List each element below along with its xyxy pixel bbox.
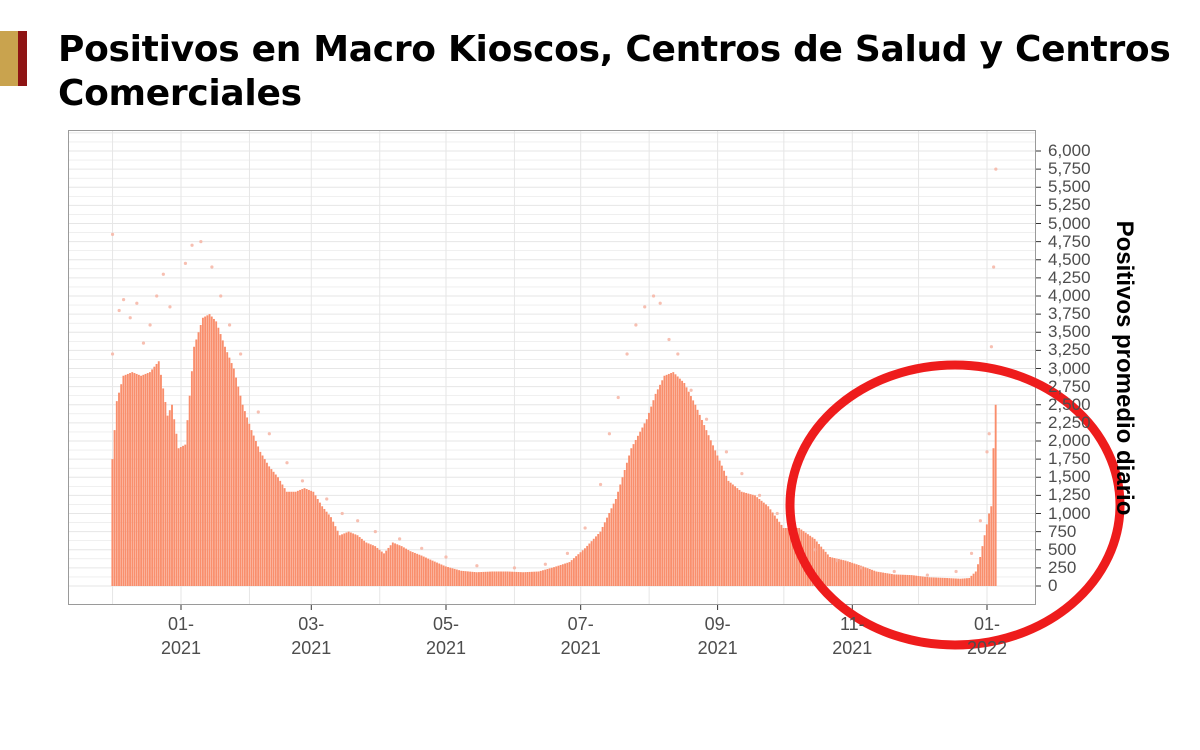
y-tick-label: 750 [1048, 521, 1077, 541]
y-tick-label: 2,000 [1048, 431, 1091, 450]
accent-bar-red [18, 31, 27, 86]
y-tick-label: 5,750 [1048, 159, 1091, 179]
x-tick-label: 01- 2022 [966, 614, 1008, 658]
page-title: Positivos en Macro Kioscos, Centros de S… [58, 28, 1171, 116]
y-tick-label: 250 [1048, 557, 1077, 577]
y-tick-label: 1,000 [1048, 503, 1091, 523]
y-tick-label: 4,500 [1048, 249, 1091, 269]
x-tick-label: 11- 2021 [832, 614, 873, 658]
y-tick-label: 4,000 [1048, 286, 1091, 305]
y-tick-marks [180, 150, 1041, 610]
title-line-2: Comerciales [58, 73, 302, 114]
y-tick-label: 2,500 [1048, 394, 1091, 414]
y-tick-label: 0 [1048, 576, 1058, 595]
y-tick-label: 3,250 [1048, 340, 1091, 360]
x-tick-label: 01- 2021 [160, 614, 202, 658]
y-tick-label: 500 [1048, 539, 1077, 559]
y-axis-title: Positivos promedio diario [1111, 220, 1138, 516]
point-series [110, 167, 998, 577]
highlight-circle [785, 360, 1125, 650]
y-tick-label: 5,000 [1048, 213, 1091, 233]
y-tick-label: 2,250 [1048, 412, 1091, 432]
y-tick-label: 3,750 [1048, 304, 1091, 324]
x-tick-label: 09- 2021 [697, 614, 738, 658]
x-tick-label: 03- 2021 [291, 614, 332, 658]
y-tick-label: 6,000 [1048, 141, 1091, 160]
accent-bar-gold [0, 31, 18, 86]
y-tick-label: 5,250 [1048, 195, 1091, 215]
x-tick-label: 07- 2021 [560, 614, 601, 658]
y-tick-label: 2,750 [1048, 376, 1091, 396]
title-line-1: Positivos en Macro Kioscos, Centros de S… [58, 29, 1171, 70]
y-tick-label: 3,500 [1048, 322, 1091, 342]
bar-series [111, 314, 997, 586]
y-tick-label: 1,500 [1048, 467, 1091, 487]
x-tick-label: 05- 2021 [425, 614, 466, 658]
y-tick-label: 1,250 [1048, 485, 1091, 505]
y-tick-label: 5,500 [1048, 177, 1091, 197]
y-tick-label: 4,750 [1048, 231, 1091, 251]
y-tick-label: 3,000 [1048, 358, 1091, 378]
y-tick-label: 4,250 [1048, 267, 1091, 287]
y-tick-label: 1,750 [1048, 449, 1091, 469]
